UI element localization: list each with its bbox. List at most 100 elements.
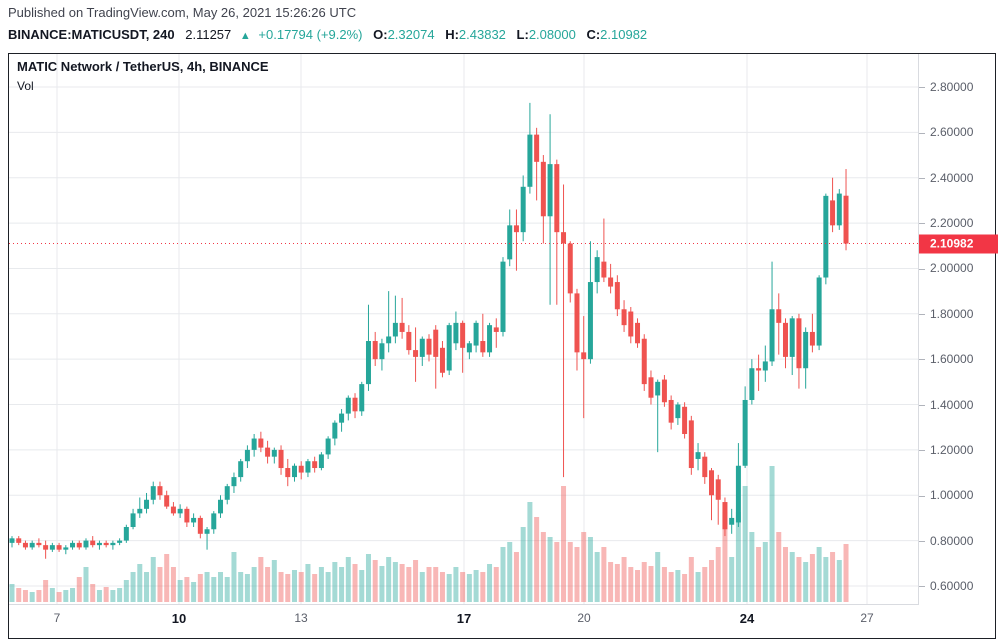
volume-bar bbox=[836, 560, 842, 602]
candle-body bbox=[648, 377, 654, 398]
candle-body bbox=[581, 352, 587, 360]
candle-body bbox=[70, 542, 76, 548]
candle-body bbox=[365, 341, 371, 385]
volume-bar bbox=[16, 588, 22, 602]
candle-body bbox=[729, 517, 735, 525]
price-axis-tick bbox=[919, 450, 925, 452]
candle-body bbox=[715, 479, 721, 500]
candle-body bbox=[823, 195, 829, 278]
volume-bar bbox=[561, 486, 567, 602]
candle-body bbox=[843, 195, 849, 244]
volume-bar bbox=[365, 554, 371, 602]
candle-body bbox=[574, 293, 580, 353]
volume-bar bbox=[608, 562, 614, 602]
volume-bar bbox=[735, 512, 741, 602]
candle-body bbox=[473, 322, 479, 346]
volume-bar bbox=[661, 567, 667, 602]
candle-body bbox=[561, 232, 567, 244]
volume-bar bbox=[224, 577, 230, 602]
volume-bar bbox=[762, 542, 768, 602]
volume-bar bbox=[177, 580, 183, 602]
candle-body bbox=[312, 461, 318, 469]
volume-bar bbox=[554, 542, 560, 602]
candle-body bbox=[601, 261, 607, 278]
price-axis-tick bbox=[919, 178, 925, 180]
volume-bar bbox=[547, 537, 553, 602]
candle-body bbox=[265, 447, 271, 457]
chart-pane[interactable]: MATIC Network / TetherUS, 4h, BINANCE Vo… bbox=[9, 54, 919, 605]
volume-bar bbox=[715, 547, 721, 602]
price-axis-label: 1.20000 bbox=[919, 443, 995, 457]
candle-body bbox=[668, 399, 674, 423]
volume-bar bbox=[729, 557, 735, 602]
candle-body bbox=[426, 338, 432, 355]
price-axis[interactable]: 2.10982 2.80000 2.60000 2.40000 2.20000 2.00… bbox=[919, 54, 998, 605]
volume-bar bbox=[601, 547, 607, 602]
volume-bar bbox=[96, 590, 102, 602]
candle-body bbox=[695, 452, 701, 459]
candle-body bbox=[413, 350, 419, 357]
volume-bar bbox=[621, 557, 627, 602]
volume-bar bbox=[312, 574, 318, 602]
volume-bar bbox=[345, 557, 351, 602]
candle-body bbox=[49, 545, 55, 550]
time-axis-label: 13 bbox=[294, 611, 308, 625]
candle-body bbox=[460, 322, 466, 348]
time-axis[interactable]: 7 10 13 17 20 24 27 bbox=[9, 605, 918, 637]
price-axis-label: 1.00000 bbox=[919, 488, 995, 502]
low-label: L: bbox=[516, 27, 529, 42]
volume-bar bbox=[809, 554, 815, 602]
volume-bar bbox=[816, 547, 822, 602]
candle-body bbox=[244, 449, 250, 462]
candle-body bbox=[682, 406, 688, 435]
candle-body bbox=[211, 513, 217, 530]
candle-body bbox=[150, 486, 156, 500]
volume-bar bbox=[406, 567, 412, 602]
volume-bar bbox=[803, 562, 809, 602]
candle-body bbox=[655, 381, 661, 396]
volume-bar bbox=[150, 557, 156, 602]
volume-bar bbox=[520, 527, 526, 602]
volume-bar bbox=[117, 588, 123, 602]
volume-bar bbox=[197, 574, 203, 602]
volume-bar bbox=[359, 570, 365, 602]
candle-body bbox=[722, 502, 728, 530]
price-axis-tick bbox=[919, 586, 925, 588]
volume-bar bbox=[419, 572, 425, 602]
volume-bar bbox=[49, 588, 55, 602]
volume-bar bbox=[702, 567, 708, 602]
price-axis-label: 2.40000 bbox=[919, 171, 995, 185]
volume-bar bbox=[480, 572, 486, 602]
candle-body bbox=[513, 225, 519, 233]
candle-body bbox=[16, 538, 22, 543]
candle-body bbox=[352, 397, 358, 412]
candle-body bbox=[688, 420, 694, 469]
price-axis-label: 0.60000 bbox=[919, 579, 995, 593]
volume-bar bbox=[63, 590, 69, 602]
volume-bar bbox=[493, 567, 499, 602]
chart-frame: MATIC Network / TetherUS, 4h, BINANCE Vo… bbox=[8, 53, 998, 639]
price-axis-tick bbox=[919, 268, 925, 270]
candle-body bbox=[184, 508, 190, 523]
candle-body bbox=[487, 325, 493, 353]
volume-bar bbox=[9, 584, 15, 602]
candle-body bbox=[29, 542, 35, 548]
candle-body bbox=[446, 325, 452, 371]
volume-bar bbox=[332, 562, 338, 602]
volume-bar bbox=[305, 564, 311, 602]
candlestick-chart[interactable] bbox=[9, 54, 918, 604]
volume-bar bbox=[460, 572, 466, 602]
volume-bar bbox=[258, 557, 264, 602]
volume-bar bbox=[487, 564, 493, 602]
candle-body bbox=[433, 329, 439, 357]
volume-bar bbox=[635, 570, 641, 602]
volume-bar bbox=[540, 532, 546, 602]
price-axis-label: 2.60000 bbox=[919, 125, 995, 139]
candle-body bbox=[803, 331, 809, 369]
candle-body bbox=[742, 399, 748, 466]
price-axis-label: 2.80000 bbox=[919, 80, 995, 94]
price-axis-tick bbox=[919, 132, 925, 134]
price-axis-tick bbox=[919, 223, 925, 225]
candle-body bbox=[339, 413, 345, 423]
candle-body bbox=[776, 309, 782, 323]
